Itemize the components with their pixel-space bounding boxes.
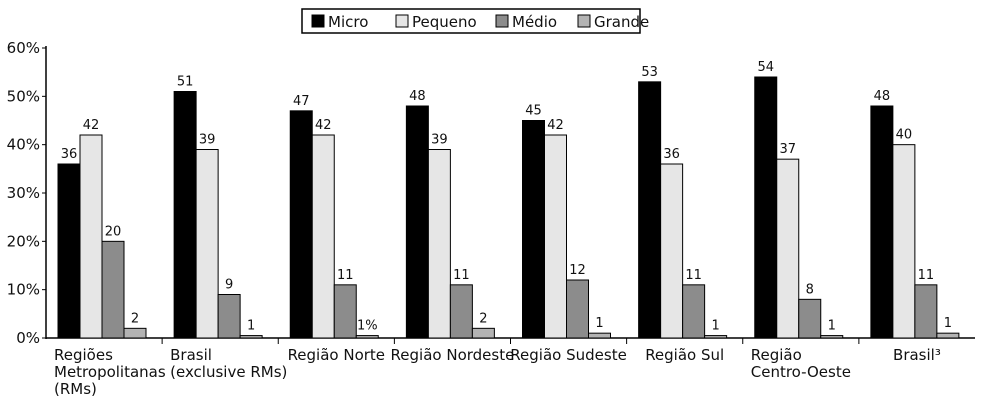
bar-micro — [522, 120, 545, 339]
data-label: 36 — [663, 147, 680, 162]
bar-grande — [704, 335, 728, 339]
data-label: 1% — [357, 319, 378, 334]
data-label: 37 — [779, 142, 796, 157]
legend-label: Grande — [594, 13, 649, 31]
y-tick-label: 50% — [7, 87, 40, 105]
bar-micro — [405, 105, 429, 339]
legend-swatch — [311, 14, 325, 28]
y-tick-label: 10% — [7, 281, 40, 299]
data-label: 9 — [225, 278, 233, 293]
data-label: 2 — [479, 311, 487, 326]
x-category-label: Brasil (exclusive RMs) — [170, 346, 287, 381]
data-label: 48 — [874, 89, 891, 104]
x-category-label: Brasil³ — [893, 346, 941, 364]
bar-grande — [588, 332, 611, 339]
x-category-label: Regiões Metropolitanas (RMs) — [54, 346, 166, 398]
data-label: 1 — [944, 316, 952, 331]
y-tick-label: 60% — [7, 39, 40, 57]
data-label: 39 — [431, 133, 448, 148]
data-label: 20 — [105, 224, 122, 239]
x-category-label: Região Sudeste — [510, 346, 627, 364]
data-label: 1 — [711, 319, 719, 334]
y-tick-label: 40% — [7, 136, 40, 154]
bar-mdio — [914, 284, 938, 339]
data-label: 12 — [569, 263, 586, 278]
data-label: 8 — [806, 282, 814, 297]
data-label: 53 — [641, 65, 658, 80]
bar-mdio — [566, 279, 589, 339]
bar-grande — [471, 327, 495, 339]
data-label: 2 — [131, 311, 139, 326]
legend-label: Pequeno — [412, 13, 477, 31]
data-label: 42 — [315, 118, 332, 133]
bar-micro — [638, 81, 662, 339]
legend-swatch — [395, 14, 409, 28]
bar-mdio — [333, 284, 357, 339]
bar-grande — [239, 335, 263, 339]
legend-label: Micro — [328, 13, 368, 31]
bar-pequeno — [776, 158, 800, 339]
bar-pequeno — [427, 149, 451, 339]
bar-mdio — [101, 240, 125, 339]
bar-pequeno — [544, 134, 567, 339]
legend-swatch — [495, 14, 509, 28]
data-label: 36 — [61, 147, 78, 162]
bar-mdio — [217, 294, 241, 339]
data-label: 11 — [918, 268, 935, 283]
data-label: 1 — [828, 319, 836, 334]
bar-grande — [355, 335, 379, 339]
bar-grande — [936, 332, 960, 339]
y-tick-label: 30% — [7, 184, 40, 202]
bar-pequeno — [311, 134, 335, 339]
bar-micro — [173, 91, 197, 339]
bar-micro — [754, 76, 778, 339]
data-label: 11 — [337, 268, 354, 283]
bar-grande — [123, 327, 147, 339]
data-label: 54 — [757, 60, 774, 75]
bar-pequeno — [79, 134, 103, 339]
bar-pequeno — [660, 163, 684, 339]
data-label: 40 — [896, 128, 913, 143]
x-category-label: Região Nordeste — [391, 346, 515, 364]
data-label: 11 — [453, 268, 470, 283]
x-category-label: Região Norte — [288, 346, 385, 364]
x-category-label: Região Sul — [645, 346, 724, 364]
data-label: 42 — [83, 118, 100, 133]
data-label: 47 — [293, 94, 310, 109]
bar-micro — [289, 110, 313, 339]
data-label: 42 — [547, 118, 564, 133]
data-label: 48 — [409, 89, 426, 104]
y-tick-label: 20% — [7, 232, 40, 250]
bar-mdio — [798, 298, 822, 339]
data-label: 39 — [199, 133, 216, 148]
bar-mdio — [449, 284, 473, 339]
data-label: 11 — [685, 268, 702, 283]
data-label: 1 — [595, 316, 603, 331]
bar-micro — [870, 105, 894, 339]
data-label: 51 — [177, 75, 194, 90]
legend-label: Médio — [512, 13, 557, 31]
x-category-label: Região Centro-Oeste — [751, 346, 851, 381]
legend-swatch — [577, 14, 591, 28]
data-label: 1 — [247, 319, 255, 334]
bar-micro — [57, 163, 81, 339]
bar-pequeno — [892, 144, 916, 339]
bar-grande — [820, 335, 844, 339]
bar-pequeno — [195, 149, 219, 339]
data-label: 45 — [525, 104, 542, 119]
bar-mdio — [682, 284, 706, 339]
y-tick-label: 0% — [16, 329, 40, 347]
